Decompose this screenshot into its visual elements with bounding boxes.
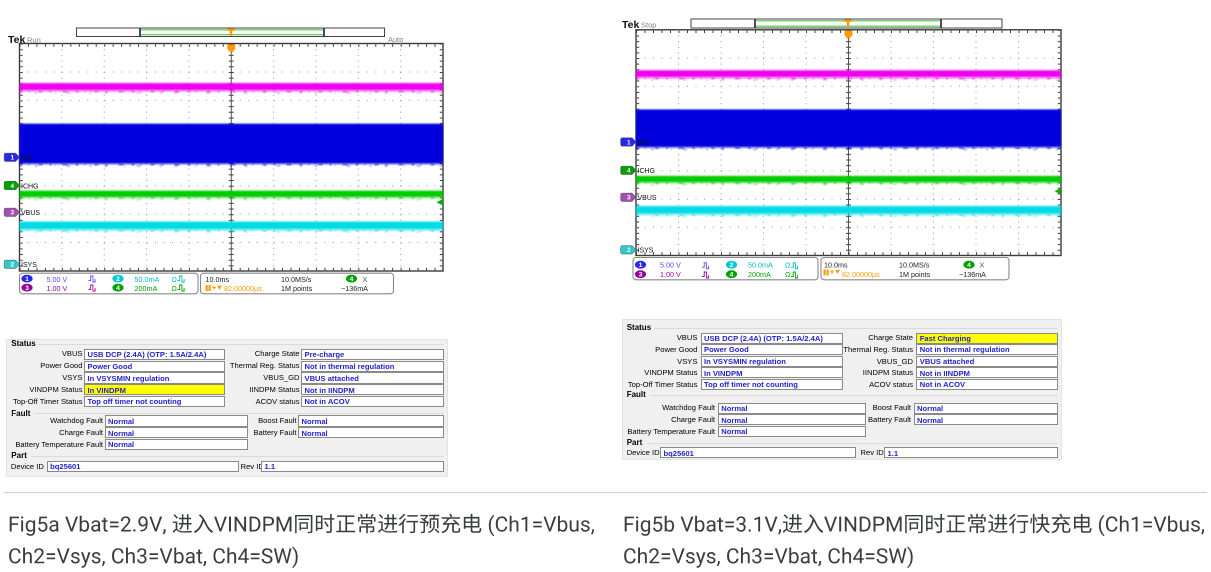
- svg-text:Ω: Ω: [172, 275, 178, 284]
- svg-text:1.00 V: 1.00 V: [47, 284, 68, 293]
- svg-text:Run: Run: [27, 36, 41, 45]
- svg-text:Ω: Ω: [785, 261, 791, 270]
- svg-text:50.0mA: 50.0mA: [135, 275, 160, 284]
- svg-text:1: 1: [11, 155, 15, 162]
- svg-text:VBUS: VBUS: [638, 195, 657, 202]
- svg-text:3: 3: [627, 195, 631, 202]
- svg-text:50.0mA: 50.0mA: [748, 261, 773, 270]
- svg-text:1M points: 1M points: [281, 284, 313, 293]
- svg-text:1M points: 1M points: [899, 270, 931, 279]
- svg-text:3: 3: [639, 272, 643, 279]
- svg-text:ISYS: ISYS: [21, 262, 37, 269]
- svg-text:SW: SW: [638, 140, 650, 147]
- svg-text:5.00 V: 5.00 V: [660, 261, 681, 270]
- svg-text:Ω: Ω: [785, 270, 791, 279]
- svg-text:10.0MS/s: 10.0MS/s: [281, 275, 312, 284]
- svg-text:4: 4: [350, 276, 354, 283]
- svg-text:10.0MS/s: 10.0MS/s: [899, 261, 930, 270]
- svg-text:4: 4: [730, 272, 734, 279]
- svg-text:1: 1: [639, 262, 643, 269]
- svg-text:Auto: Auto: [388, 35, 403, 44]
- svg-text:2: 2: [730, 262, 734, 269]
- svg-text:1: 1: [627, 139, 631, 146]
- svg-text:X: X: [980, 261, 985, 270]
- svg-text:82.00000µs: 82.00000µs: [224, 284, 262, 293]
- svg-text:Ω: Ω: [172, 284, 178, 293]
- svg-text:4: 4: [11, 183, 15, 190]
- svg-text:Tek: Tek: [622, 19, 639, 31]
- svg-text:2: 2: [11, 262, 15, 269]
- svg-text:SW: SW: [21, 155, 33, 162]
- svg-text:−136mA: −136mA: [341, 284, 368, 293]
- svg-text:10.0ms: 10.0ms: [206, 275, 230, 284]
- svg-text:−136mA: −136mA: [959, 270, 986, 279]
- svg-text:ISYS: ISYS: [638, 248, 654, 255]
- svg-text:3: 3: [11, 210, 15, 217]
- svg-text:VBUS: VBUS: [21, 210, 40, 217]
- svg-text:2: 2: [627, 247, 631, 254]
- svg-text:2: 2: [116, 276, 120, 283]
- svg-text:200mA: 200mA: [135, 284, 158, 293]
- svg-text:ICHG: ICHG: [638, 168, 656, 175]
- svg-text:4: 4: [627, 168, 631, 175]
- svg-text:82.00000µs: 82.00000µs: [842, 270, 880, 279]
- svg-text:4: 4: [967, 262, 971, 269]
- svg-text:200mA: 200mA: [748, 270, 771, 279]
- svg-text:X: X: [363, 275, 368, 284]
- svg-text:1.00 V: 1.00 V: [660, 270, 681, 279]
- svg-text:10.0ms: 10.0ms: [824, 261, 848, 270]
- svg-text:Stop: Stop: [641, 21, 656, 30]
- svg-text:ICHG: ICHG: [21, 183, 39, 190]
- svg-text:1: 1: [25, 276, 29, 283]
- svg-text:4: 4: [116, 285, 120, 292]
- svg-text:5.00 V: 5.00 V: [47, 275, 68, 284]
- svg-text:3: 3: [25, 285, 29, 292]
